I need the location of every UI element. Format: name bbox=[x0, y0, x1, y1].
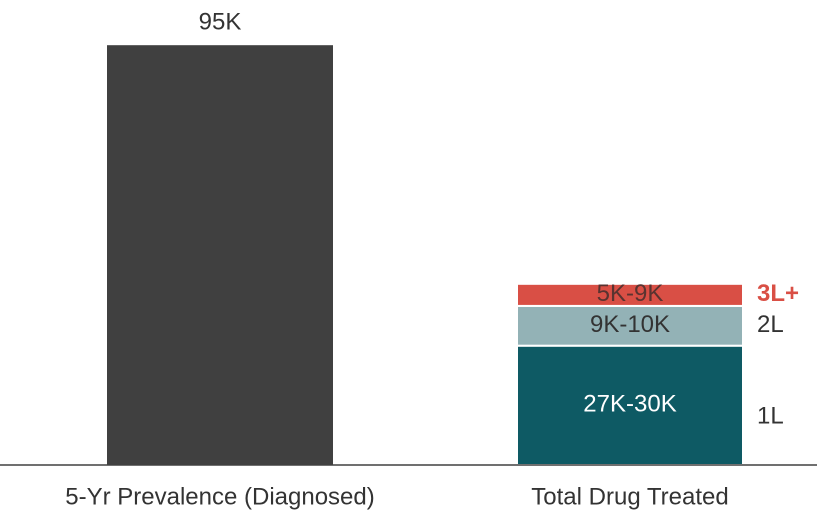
x-tick-label: Total Drug Treated bbox=[531, 483, 728, 510]
bar-segment bbox=[516, 282, 744, 307]
legend-label: 1L bbox=[757, 403, 784, 430]
legend-label: 2L bbox=[757, 311, 784, 338]
bar-segment bbox=[516, 304, 744, 347]
bar-segment bbox=[107, 45, 333, 465]
x-tick-label: 5-Yr Prevalence (Diagnosed) bbox=[65, 483, 374, 510]
value-label: 9K-10K bbox=[590, 311, 670, 338]
value-label: 95K bbox=[199, 9, 242, 36]
value-label: 5K-9K bbox=[597, 280, 664, 307]
legend-label: 3L+ bbox=[757, 280, 799, 307]
bar-segment bbox=[516, 344, 744, 466]
value-label: 27K-30K bbox=[583, 391, 676, 418]
